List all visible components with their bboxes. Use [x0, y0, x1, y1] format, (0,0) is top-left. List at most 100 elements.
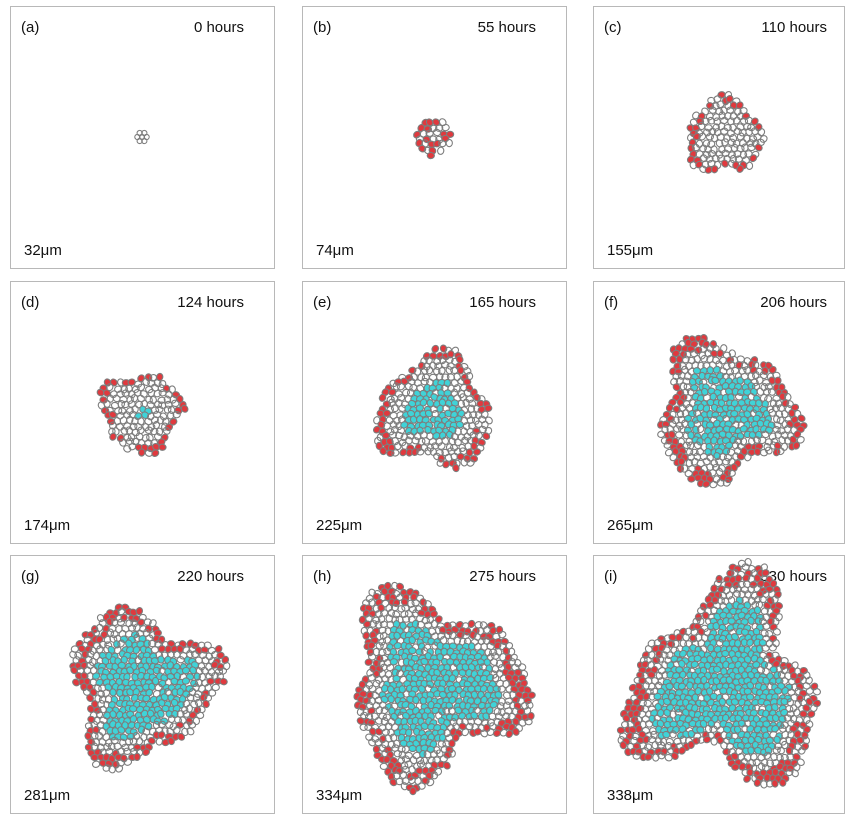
cell — [109, 432, 117, 441]
cell — [437, 442, 446, 450]
cell — [455, 355, 464, 364]
cell — [148, 639, 157, 648]
cell — [96, 645, 104, 654]
cell — [736, 132, 745, 141]
cell — [140, 709, 149, 718]
cell — [438, 367, 446, 376]
cell — [382, 409, 392, 417]
cell — [126, 666, 134, 675]
cell — [174, 406, 183, 415]
cell — [453, 372, 461, 381]
cell — [759, 135, 768, 143]
panel-frame — [593, 6, 845, 269]
panel-time: 0 hours — [194, 19, 244, 36]
cell — [89, 688, 98, 697]
cell — [449, 443, 459, 452]
cell — [792, 441, 801, 450]
cell — [109, 390, 118, 399]
cell — [164, 423, 174, 432]
cell — [482, 432, 491, 441]
cell — [754, 143, 763, 152]
cell — [732, 116, 741, 125]
panel-label: (c) — [604, 19, 622, 36]
cell — [392, 382, 400, 391]
cell — [202, 699, 210, 709]
cell — [712, 475, 721, 484]
cell — [722, 457, 731, 466]
cell — [478, 425, 487, 434]
panel-label: (h) — [313, 568, 331, 585]
panel-scale: 32μm — [24, 242, 62, 259]
cell — [776, 447, 785, 456]
cell — [424, 447, 432, 456]
cell — [721, 138, 729, 147]
cell — [364, 658, 373, 666]
cell — [710, 459, 719, 468]
cell — [687, 740, 695, 749]
cell — [142, 694, 151, 703]
cell — [480, 410, 489, 419]
cell — [739, 437, 748, 446]
panel: (a) 0 hours 32μm — [10, 6, 275, 269]
cell — [797, 414, 806, 423]
cell — [764, 446, 773, 455]
colony — [96, 372, 189, 458]
panel: (b) 55 hours 74μm — [302, 6, 567, 269]
panel-frame — [10, 6, 275, 269]
cell — [218, 667, 228, 675]
cell — [437, 146, 445, 155]
cell — [424, 409, 433, 418]
cell — [698, 132, 707, 141]
cell — [171, 399, 180, 408]
cell — [741, 361, 749, 371]
cell — [211, 683, 220, 692]
panel-label: (g) — [21, 568, 39, 585]
cell — [736, 164, 744, 173]
panel: (c) 110 hours 155μm — [593, 6, 845, 269]
cell — [780, 431, 789, 440]
cell — [768, 408, 777, 417]
cell — [680, 464, 689, 473]
cell — [466, 459, 475, 467]
cell — [708, 469, 717, 477]
cell — [379, 446, 387, 456]
cell — [745, 161, 754, 170]
panel-time: 220 hours — [177, 568, 244, 585]
panel-label: (a) — [21, 19, 39, 36]
cell — [696, 424, 705, 434]
cell — [406, 431, 415, 440]
cell — [120, 426, 129, 435]
cell — [705, 463, 715, 471]
cell — [126, 688, 134, 697]
panel-time: 55 hours — [478, 19, 536, 36]
panel: (h) 275 hours 334μm — [302, 555, 567, 814]
panel-label: (d) — [21, 294, 39, 311]
cell — [761, 366, 769, 375]
panel-label: (f) — [604, 294, 618, 311]
cell — [472, 448, 482, 456]
panel-time: 165 hours — [469, 294, 536, 311]
cell — [408, 744, 417, 753]
cell — [188, 645, 197, 654]
cell — [751, 127, 759, 136]
cell — [733, 127, 742, 135]
cell — [682, 400, 691, 409]
cell — [438, 139, 447, 148]
cell — [153, 389, 162, 398]
cell — [779, 778, 787, 787]
cell — [151, 676, 160, 686]
cell — [139, 390, 148, 398]
cell — [411, 437, 420, 445]
cell — [726, 106, 735, 114]
panel-scale: 174μm — [24, 517, 70, 534]
colony — [413, 118, 455, 160]
panel-frame — [302, 6, 567, 269]
cell — [712, 365, 721, 374]
cell — [712, 621, 720, 631]
cell — [725, 95, 734, 103]
cell — [442, 460, 450, 469]
cell — [447, 350, 455, 359]
cell — [150, 406, 160, 414]
cell — [720, 116, 729, 125]
cell — [697, 121, 706, 131]
